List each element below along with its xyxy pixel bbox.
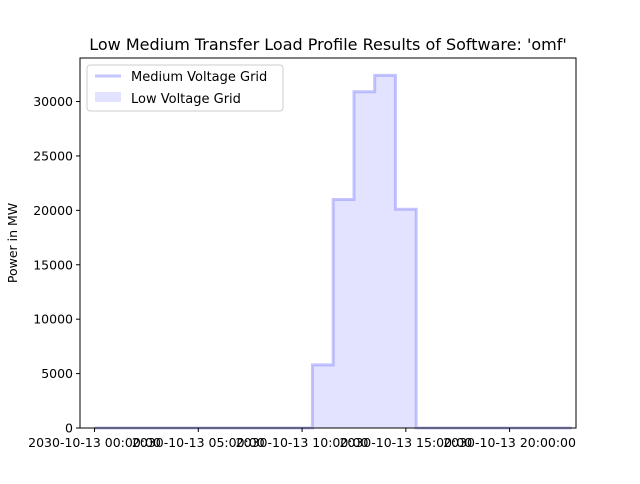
legend-swatch-low-voltage-grid <box>95 92 121 102</box>
y-tick-label: 5000 <box>41 366 73 381</box>
y-axis: 0 5000 10000 15000 20000 25000 30000 <box>33 94 80 436</box>
x-tick-label: 2030-10-13 15:00:00 <box>339 435 472 450</box>
series-area-low-voltage-grid <box>94 75 572 428</box>
y-axis-label: Power in MW <box>5 203 20 283</box>
legend-frame <box>86 64 284 112</box>
legend-label-medium-voltage-grid: Medium Voltage Grid <box>131 70 267 85</box>
chart-title: Low Medium Transfer Load Profile Results… <box>89 35 567 54</box>
legend-label-low-voltage-grid: Low Voltage Grid <box>131 92 241 107</box>
y-tick-label: 0 <box>65 421 73 436</box>
y-tick-label: 15000 <box>33 257 73 272</box>
x-tick-label: 2030-10-13 10:00:00 <box>236 435 369 450</box>
y-tick-label: 10000 <box>33 312 73 327</box>
x-tick-label: 2030-10-13 05:00:00 <box>132 435 265 450</box>
y-tick-label: 25000 <box>33 148 73 163</box>
legend: Medium Voltage Grid Low Voltage Grid <box>86 64 284 112</box>
y-tick-label: 20000 <box>33 203 73 218</box>
y-tick-label: 30000 <box>33 94 73 109</box>
x-tick-label: 2030-10-13 20:00:00 <box>443 435 576 450</box>
plot-frame <box>79 57 577 429</box>
x-tick-label: 2030-10-13 00:00:00 <box>28 435 161 450</box>
